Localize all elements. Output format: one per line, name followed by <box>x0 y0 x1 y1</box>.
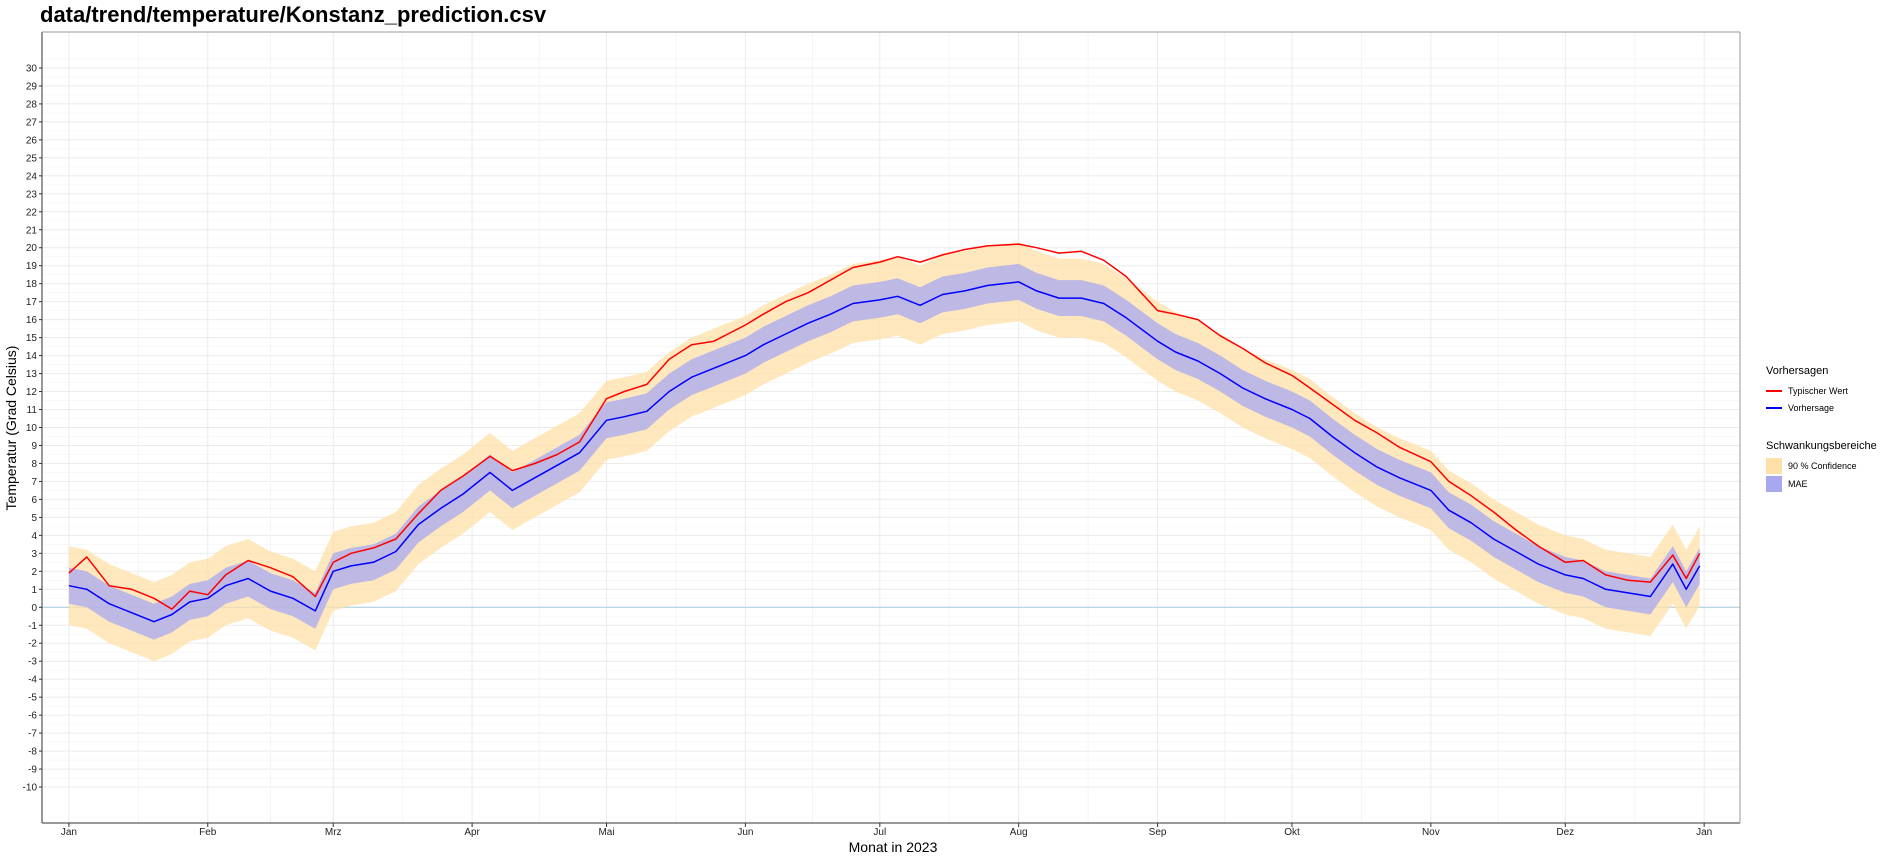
y-tick-label: 12 <box>26 387 38 398</box>
y-tick-label: 1 <box>31 585 37 596</box>
y-tick-label: 14 <box>26 351 38 362</box>
series-line <box>68 243 1701 610</box>
x-tick-label: Mrz <box>325 827 342 838</box>
x-tick-label: Jul <box>873 827 886 838</box>
legend-label-typischer-wert: Typischer Wert <box>1788 386 1848 396</box>
y-tick-label: -8 <box>28 747 37 758</box>
x-tick-label: Apr <box>464 827 480 838</box>
y-tick-label: 3 <box>31 549 37 560</box>
x-tick-label: Jan <box>1696 827 1712 838</box>
y-tick-label: -7 <box>28 729 37 740</box>
legend-label-vorhersage: Vorhersage <box>1788 403 1834 413</box>
legend-swatch-mae <box>1766 476 1782 492</box>
x-tick-label: Feb <box>199 827 217 838</box>
y-axis-label: Temperatur (Grad Celsius) <box>3 346 19 511</box>
x-tick-label: Jun <box>737 827 753 838</box>
y-tick-label: 30 <box>26 63 38 74</box>
y-tick-label: 25 <box>26 153 38 164</box>
y-tick-label: -6 <box>28 711 37 722</box>
axes: -10-9-8-7-6-5-4-3-2-10123456789101112131… <box>23 31 1741 838</box>
legend-swatch-90-confidence <box>1766 458 1782 474</box>
grid <box>42 32 1740 823</box>
y-tick-label: 4 <box>31 531 37 542</box>
y-tick-label: 22 <box>26 207 38 218</box>
y-tick-label: -1 <box>28 621 37 632</box>
y-tick-label: 21 <box>26 225 38 236</box>
y-tick-label: -5 <box>28 693 37 704</box>
series-lines <box>68 243 1701 623</box>
y-tick-label: -10 <box>23 783 38 794</box>
y-tick-label: 2 <box>31 567 37 578</box>
x-tick-label: Jan <box>61 827 77 838</box>
x-tick-label: Nov <box>1422 827 1440 838</box>
legend-label-mae: MAE <box>1788 479 1808 489</box>
y-tick-label: -2 <box>28 639 37 650</box>
legend: Vorhersagen Schwankungsbereiche Typische… <box>1766 365 1877 492</box>
y-tick-label: 28 <box>26 99 38 110</box>
y-tick-label: 20 <box>26 243 38 254</box>
y-tick-label: 26 <box>26 135 38 146</box>
y-tick-label: 23 <box>26 189 38 200</box>
y-tick-label: -9 <box>28 765 37 776</box>
x-tick-label: Mai <box>598 827 614 838</box>
y-tick-label: 11 <box>27 405 38 416</box>
legend-label-90-confidence: 90 % Confidence <box>1788 461 1857 471</box>
y-tick-label: 13 <box>26 369 38 380</box>
y-tick-label: 5 <box>31 513 37 524</box>
x-tick-label: Dez <box>1556 827 1574 838</box>
y-tick-label: 24 <box>26 171 38 182</box>
y-tick-label: 18 <box>26 279 38 290</box>
y-tick-label: 17 <box>26 297 38 308</box>
y-tick-label: -4 <box>28 675 37 686</box>
series-line <box>68 281 1701 623</box>
y-tick-label: 0 <box>31 603 37 614</box>
band-area <box>68 263 1700 640</box>
y-tick-label: 19 <box>26 261 38 272</box>
y-tick-label: 16 <box>26 315 38 326</box>
y-tick-label: 10 <box>26 423 38 434</box>
y-tick-label: 29 <box>26 81 38 92</box>
x-axis-label: Monat in 2023 <box>849 839 938 855</box>
confidence-bands <box>68 242 1700 662</box>
y-tick-label: 7 <box>31 477 37 488</box>
y-tick-label: -3 <box>28 657 37 668</box>
y-tick-label: 27 <box>26 117 38 128</box>
y-tick-label: 8 <box>31 459 37 470</box>
y-tick-label: 6 <box>31 495 37 506</box>
x-tick-label: Okt <box>1284 827 1300 838</box>
x-tick-label: Sep <box>1149 827 1167 838</box>
chart-title: data/trend/temperature/Konstanz_predicti… <box>40 2 547 27</box>
legend-title-lines: Vorhersagen <box>1766 365 1828 377</box>
x-tick-label: Aug <box>1010 827 1028 838</box>
y-tick-label: 15 <box>26 333 38 344</box>
legend-title-bands: Schwankungsbereiche <box>1766 440 1877 452</box>
y-tick-label: 9 <box>31 441 37 452</box>
